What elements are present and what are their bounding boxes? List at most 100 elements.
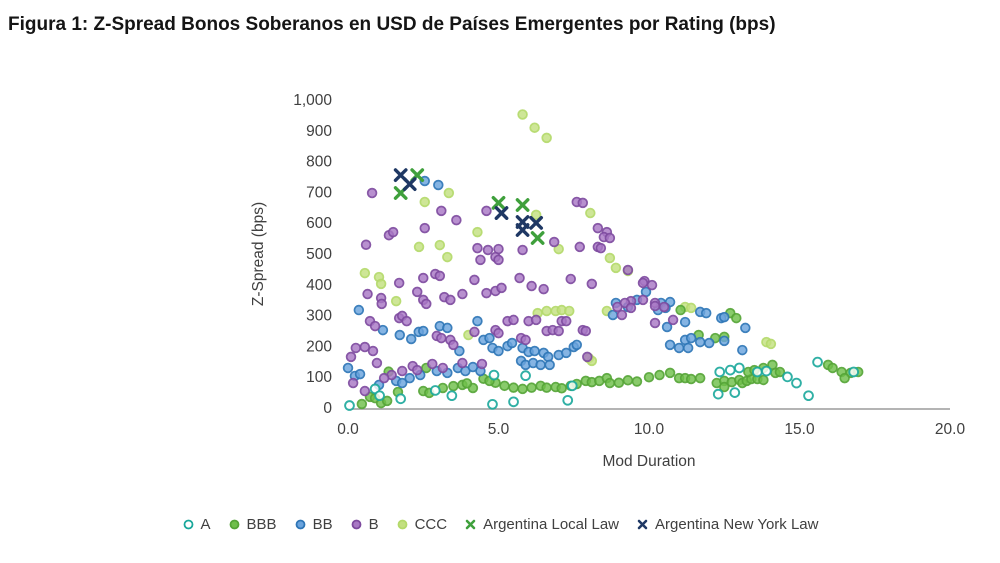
data-point [457,288,468,300]
data-point [646,279,658,291]
data-point [685,332,697,344]
data-point [345,351,357,363]
data-point [421,298,432,310]
data-point [395,393,407,405]
data-point [369,320,381,332]
data-point [515,223,530,237]
data-point [740,322,751,334]
data-point [472,315,483,327]
data-point [445,294,456,306]
data-point [367,345,379,357]
data-point [375,278,387,290]
x-axis-title: Mod Duration [602,453,695,470]
data-point [544,359,555,371]
data-point [442,251,453,263]
data-point [491,195,506,210]
legend-label: B [368,516,379,533]
y-tick-label: 500 [306,246,332,263]
bbb-marker-icon [229,519,239,530]
legend-item-a: A [182,516,211,533]
data-point [347,377,359,389]
data-point [526,382,537,393]
data-point [359,267,371,279]
data-point [682,342,694,354]
data-point [661,321,673,333]
data-point [604,232,616,244]
data-point [643,371,655,383]
data-point [484,332,495,344]
data-point [712,388,724,400]
data-point [718,335,730,347]
y-tick-label: 700 [306,184,332,201]
data-point [494,206,509,220]
data-point [487,398,498,410]
data-point [752,366,763,378]
x-tick-label: 10.0 [634,421,665,438]
series-bbb [356,304,864,410]
data-point [493,327,504,339]
data-point [694,372,706,384]
data-point [476,358,488,370]
data-point [718,311,730,323]
data-point [566,380,578,392]
data-point [585,207,596,219]
data-point [673,342,685,354]
bb-marker-icon [295,519,305,530]
data-point [622,375,634,386]
data-point [530,314,542,326]
data-point [580,325,592,337]
data-point [354,368,366,380]
data-point [541,305,552,317]
data-point [344,400,355,411]
data-point [714,366,726,378]
series-argentina-local-law [393,168,545,245]
data-point [493,254,504,266]
data-point [553,325,564,337]
data-point [378,372,390,384]
data-point [529,215,544,230]
data-point [436,332,447,344]
data-point [562,394,574,406]
legend-label: BBB [246,516,277,533]
data-point [371,357,383,369]
argentina-local-law-marker-icon [465,519,476,530]
data-point [812,356,823,368]
legend-label: A [200,516,211,533]
data-point [565,273,576,285]
data-point [376,298,387,310]
y-tick-label: 1,000 [293,92,332,109]
data-point [396,365,408,377]
data-point [434,270,446,282]
data-point [604,377,616,389]
y-tick-label: 200 [306,338,332,355]
data-point [664,339,676,351]
data-point [758,374,769,386]
data-point [553,243,564,255]
data-point [475,254,486,266]
data-point [700,307,712,319]
series-a [344,356,860,411]
data-point [612,301,623,313]
data-point [529,122,540,133]
data-point [451,214,462,226]
data-point [791,377,802,389]
data-point [374,390,385,402]
data-point [848,366,860,378]
data-point [434,239,446,251]
data-point [839,372,850,384]
y-tick-label: 0 [323,400,332,417]
data-point [418,272,429,284]
y-tick-label: 300 [306,308,332,325]
data-point [437,362,449,374]
data-point [625,302,637,314]
y-axis-title: Z-Spread (bps) [250,202,267,306]
data-point [737,344,748,356]
data-point [508,396,519,408]
data-point [529,345,540,357]
data-point [401,315,412,327]
data-point [515,198,530,212]
series-b [345,187,679,397]
data-point [429,385,441,396]
data-point [402,177,417,191]
legend-item-argentina-local-law: Argentina Local Law [464,516,619,533]
